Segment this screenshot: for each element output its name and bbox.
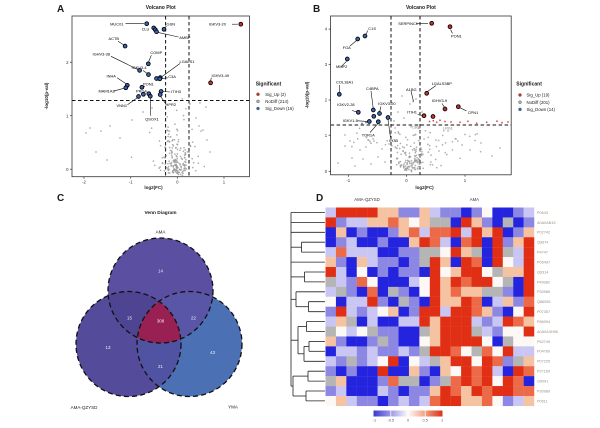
svg-text:P05497: P05497 <box>537 261 550 265</box>
svg-text:Volcano Plot: Volcano Plot <box>146 5 176 11</box>
svg-text:INHA: INHA <box>107 73 117 78</box>
svg-text:-log10(p-val): -log10(p-val) <box>44 82 49 109</box>
svg-text:LGALS1: LGALS1 <box>180 59 195 64</box>
svg-text:IGKV3-4: IGKV3-4 <box>132 65 148 70</box>
svg-text:0: 0 <box>407 419 409 423</box>
svg-text:AMA-QZYSD: AMA-QZYSD <box>354 197 380 202</box>
svg-text:CPN1: CPN1 <box>468 110 479 115</box>
svg-text:LGALS3BP: LGALS3BP <box>432 81 453 86</box>
svg-text:CLU: CLU <box>142 28 150 32</box>
svg-text:ACTB: ACTB <box>109 36 120 41</box>
svg-text:A1BG: A1BG <box>406 87 417 92</box>
svg-text:ITIH1: ITIH1 <box>407 110 417 115</box>
svg-text:NoDiff (214): NoDiff (214) <box>265 99 289 104</box>
svg-text:COMP: COMP <box>150 50 162 55</box>
svg-text:P04789: P04789 <box>537 350 550 354</box>
svg-text:Sig_Down (14): Sig_Down (14) <box>527 107 556 112</box>
svg-text:C8G: C8G <box>412 126 420 130</box>
svg-text:Volcano Plot: Volcano Plot <box>406 5 436 11</box>
svg-text:21: 21 <box>158 364 163 369</box>
svg-text:43: 43 <box>210 350 215 355</box>
svg-text:PON1: PON1 <box>143 82 154 87</box>
svg-text:P0511: P0511 <box>537 399 548 403</box>
svg-text:P86094: P86094 <box>537 320 550 324</box>
svg-text:Sig_Up (2): Sig_Up (2) <box>265 92 286 97</box>
svg-text:P07357: P07357 <box>537 310 550 314</box>
svg-text:log2(FC): log2(FC) <box>415 185 434 190</box>
svg-text:D: D <box>316 193 323 204</box>
svg-text:P07225: P07225 <box>537 360 550 364</box>
svg-text:TOR1A: TOR1A <box>362 132 375 137</box>
svg-text:Venn Diagram: Venn Diagram <box>145 210 177 216</box>
svg-text:Significant: Significant <box>256 82 282 88</box>
svg-text:P4747: P4747 <box>537 251 548 255</box>
svg-text:MUC01: MUC01 <box>110 21 123 26</box>
svg-text:-2: -2 <box>82 180 86 185</box>
svg-text:IGHV3-9: IGHV3-9 <box>432 98 447 103</box>
svg-text:IGKV3-20: IGKV3-20 <box>378 101 396 106</box>
svg-text:IGKV3-20: IGKV3-20 <box>209 22 227 27</box>
svg-text:AMBP: AMBP <box>179 35 191 40</box>
svg-text:P30986: P30986 <box>537 290 550 294</box>
svg-text:15: 15 <box>127 316 132 321</box>
svg-text:log2(FC): log2(FC) <box>144 185 163 190</box>
svg-text:P27169: P27169 <box>537 370 550 374</box>
svg-text:C4BPA: C4BPA <box>366 86 379 91</box>
svg-text:-1: -1 <box>346 178 350 183</box>
svg-text:QSOX1: QSOX1 <box>145 117 159 122</box>
svg-text:-1: -1 <box>373 419 376 423</box>
svg-text:LRG1: LRG1 <box>443 127 452 131</box>
svg-text:PRG4: PRG4 <box>136 88 148 93</box>
svg-text:MMP2: MMP2 <box>336 64 347 69</box>
svg-text:PON1: PON1 <box>451 34 462 39</box>
svg-text:-0.5: -0.5 <box>388 419 395 423</box>
svg-text:FGA: FGA <box>343 45 351 50</box>
svg-text:YMA: YMA <box>228 405 238 410</box>
svg-text:P49382: P49382 <box>537 280 550 284</box>
svg-text:IH3B: IH3B <box>389 138 398 143</box>
svg-text:AMA: AMA <box>470 197 479 202</box>
svg-text:HPR2: HPR2 <box>166 102 177 107</box>
svg-text:Q9674: Q9674 <box>537 241 548 245</box>
svg-text:COL18A1: COL18A1 <box>336 80 353 85</box>
svg-text:IGHV3-49: IGHV3-49 <box>212 73 230 78</box>
svg-text:Significant: Significant <box>516 82 542 88</box>
svg-text:C1S: C1S <box>368 26 376 31</box>
svg-text:1: 1 <box>441 419 443 423</box>
svg-text:308: 308 <box>157 319 165 324</box>
svg-text:MAM1A3: MAM1A3 <box>99 88 116 93</box>
svg-text:13: 13 <box>106 345 111 350</box>
svg-text:C3A: C3A <box>168 74 176 79</box>
svg-text:AMA: AMA <box>156 230 166 235</box>
svg-text:B: B <box>313 4 320 15</box>
svg-text:A0A0A3H56: A0A0A3H56 <box>537 330 558 334</box>
svg-text:GSN: GSN <box>167 21 176 26</box>
svg-text:ITIH3: ITIH3 <box>171 89 181 94</box>
svg-text:VNN1: VNN1 <box>117 103 128 108</box>
svg-text:NoDiff (201): NoDiff (201) <box>527 100 551 105</box>
svg-text:P62749: P62749 <box>537 340 550 344</box>
svg-text:14: 14 <box>158 269 163 274</box>
svg-text:Q6314: Q6314 <box>537 270 548 274</box>
svg-text:P0643: P0643 <box>537 211 548 215</box>
svg-text:IGHV3-38: IGHV3-38 <box>93 51 111 56</box>
svg-text:SERPINC1: SERPINC1 <box>398 21 418 26</box>
svg-text:-1: -1 <box>129 180 133 185</box>
svg-text:P30989: P30989 <box>537 389 550 393</box>
svg-text:P02742: P02742 <box>537 231 550 235</box>
svg-text:C: C <box>57 193 64 204</box>
svg-text:Q86055: Q86055 <box>537 300 551 304</box>
svg-text:IGKV2-28: IGKV2-28 <box>337 102 355 107</box>
svg-text:A: A <box>57 4 64 15</box>
svg-text:O0091: O0091 <box>537 380 548 384</box>
svg-text:IGKV1-5: IGKV1-5 <box>343 118 359 123</box>
svg-text:AMA-QZYSD: AMA-QZYSD <box>71 405 99 410</box>
svg-text:Sig_Down (16): Sig_Down (16) <box>265 106 294 111</box>
svg-text:A0A0AB15: A0A0AB15 <box>537 221 556 225</box>
svg-text:22: 22 <box>191 316 196 321</box>
svg-text:Sig_Up (19): Sig_Up (19) <box>527 93 550 98</box>
svg-text:-log10(p-val): -log10(p-val) <box>305 81 310 108</box>
svg-text:0.5: 0.5 <box>423 419 428 423</box>
